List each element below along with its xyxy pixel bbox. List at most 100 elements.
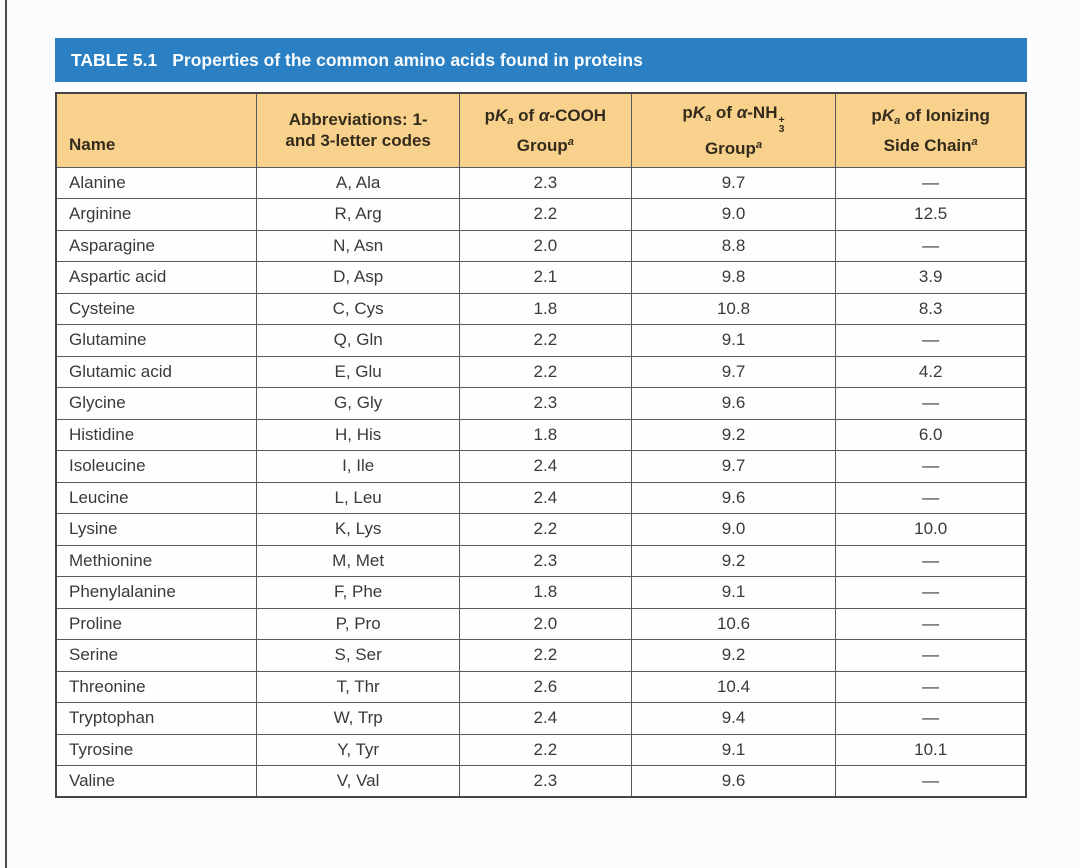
pka-cooh-value: 2.0 — [459, 607, 632, 640]
pka-sidechain-value: 10.1 — [835, 733, 1027, 766]
amino-acid-name: Arginine — [55, 198, 258, 231]
amino-acid-codes: K, Lys — [256, 513, 460, 546]
amino-acid-name: Cysteine — [55, 292, 258, 325]
amino-acid-codes: Q, Gln — [256, 324, 460, 357]
column-header-abbreviations: Abbreviations: 1- and 3-letter codes — [256, 92, 460, 168]
table-row: Phenylalanine F, Phe 1.8 9.1 — — [55, 576, 1027, 609]
pka-nh3-value: 9.6 — [630, 481, 837, 514]
pka-cooh-value: 2.2 — [459, 639, 632, 672]
amino-acid-name: Glycine — [55, 387, 258, 420]
pka-cooh-value: 2.4 — [459, 450, 632, 483]
amino-acid-name: Tyrosine — [55, 733, 258, 766]
pka-nh3-value: 9.7 — [630, 166, 837, 199]
amino-acid-name: Phenylalanine — [55, 576, 258, 609]
pka-sub-a: a — [894, 114, 901, 127]
column-header-pka-nh3: pKa of α-NH +3 Groupa — [630, 92, 837, 168]
amino-acid-codes: P, Pro — [256, 607, 460, 640]
header-pka-nh3-line2: Groupa — [636, 135, 832, 159]
table-row: Isoleucine I, Ile 2.4 9.7 — — [55, 450, 1027, 483]
amino-acid-codes: G, Gly — [256, 387, 460, 420]
pka-cooh-value: 2.3 — [459, 387, 632, 420]
pka-of: of — [711, 102, 737, 122]
pka-cooh-value: 2.2 — [459, 324, 632, 357]
plus-superscript: + — [778, 113, 785, 126]
table-row: Tryptophan W, Trp 2.4 9.4 — — [55, 702, 1027, 735]
pka-nh3-value: 9.0 — [630, 198, 837, 231]
pka-cooh-value: 1.8 — [459, 576, 632, 609]
amino-acid-codes: V, Val — [256, 765, 460, 798]
pka-sidechain-value: — — [835, 670, 1027, 703]
amino-acid-codes: Y, Tyr — [256, 733, 460, 766]
table-row: Glycine G, Gly 2.3 9.6 — — [55, 387, 1027, 420]
table-title-bar: TABLE 5.1 Properties of the common amino… — [55, 38, 1027, 82]
amino-acid-name: Asparagine — [55, 229, 258, 262]
side-chain-word: Side Chain — [883, 135, 972, 155]
pka-sidechain-value: — — [835, 324, 1027, 357]
amino-acid-name: Glutamine — [55, 324, 258, 357]
footnote-marker: a — [567, 135, 574, 148]
nh3-charge-stack: +3 — [778, 113, 785, 136]
table-body: Alanine A, Ala 2.3 9.7 — Arginine R, Arg… — [55, 166, 1027, 798]
header-row: Name Abbreviations: 1- and 3-letter code… — [55, 92, 1027, 168]
group-word: Group — [704, 138, 756, 158]
amino-acid-name: Aspartic acid — [55, 261, 258, 294]
amino-acid-table: Name Abbreviations: 1- and 3-letter code… — [55, 92, 1027, 798]
cooh-group-formula: -COOH — [549, 105, 607, 125]
pka-p: p — [682, 102, 693, 122]
pka-cooh-value: 2.2 — [459, 198, 632, 231]
table-row: Cysteine C, Cys 1.8 10.8 8.3 — [55, 292, 1027, 325]
pka-cooh-value: 2.1 — [459, 261, 632, 294]
table-row: Lysine K, Lys 2.2 9.0 10.0 — [55, 513, 1027, 546]
pka-cooh-value: 1.8 — [459, 418, 632, 451]
pka-nh3-value: 9.6 — [630, 387, 837, 420]
table-row: Histidine H, His 1.8 9.2 6.0 — [55, 418, 1027, 451]
pka-nh3-value: 9.2 — [630, 418, 837, 451]
amino-acid-codes: F, Phe — [256, 576, 460, 609]
three-subscript: 3 — [778, 123, 785, 136]
pka-nh3-value: 9.2 — [630, 639, 837, 672]
pka-sidechain-value: 10.0 — [835, 513, 1027, 546]
pka-nh3-value: 9.0 — [630, 513, 837, 546]
pka-cooh-value: 2.4 — [459, 702, 632, 735]
pka-sidechain-value: — — [835, 639, 1027, 672]
table-header: Name Abbreviations: 1- and 3-letter code… — [55, 92, 1027, 168]
pka-sub-a: a — [705, 111, 712, 124]
amino-acid-codes: I, Ile — [256, 450, 460, 483]
pka-k: K — [881, 105, 895, 125]
table-title-text: Properties of the common amino acids fou… — [172, 49, 643, 70]
pka-nh3-value: 9.2 — [630, 544, 837, 577]
header-pka-side-line1: pKa of Ionizing — [840, 105, 1021, 132]
table-row: Glutamine Q, Gln 2.2 9.1 — — [55, 324, 1027, 357]
table-row: Tyrosine Y, Tyr 2.2 9.1 10.1 — [55, 733, 1027, 766]
table-row: Valine V, Val 2.3 9.6 — — [55, 765, 1027, 798]
pka-cooh-value: 2.0 — [459, 229, 632, 262]
pka-nh3-value: 8.8 — [630, 229, 837, 262]
pka-cooh-value: 1.8 — [459, 292, 632, 325]
pka-cooh-value: 2.3 — [459, 166, 632, 199]
page-edge-rule — [5, 0, 7, 868]
footnote-marker: a — [755, 138, 763, 151]
pka-sub-a: a — [507, 114, 514, 127]
amino-acid-codes: S, Ser — [256, 639, 460, 672]
pka-sidechain-value: 12.5 — [835, 198, 1027, 231]
table-row: Asparagine N, Asn 2.0 8.8 — — [55, 229, 1027, 262]
pka-nh3-value: 9.1 — [630, 733, 837, 766]
pka-nh3-value: 9.7 — [630, 450, 837, 483]
amino-acid-name: Isoleucine — [55, 450, 258, 483]
amino-acid-codes: R, Arg — [256, 198, 460, 231]
amino-acid-name: Methionine — [55, 544, 258, 577]
pka-nh3-value: 10.8 — [630, 292, 837, 325]
pka-nh3-value: 10.4 — [630, 670, 837, 703]
group-word: Group — [516, 135, 568, 155]
amino-acid-codes: N, Asn — [256, 229, 460, 262]
column-header-pka-cooh: pKa of α-COOH Groupa — [459, 92, 632, 168]
column-header-pka-sidechain: pKa of Ionizing Side Chain a — [835, 92, 1027, 168]
header-abbrev-line1: Abbreviations: 1- — [288, 110, 428, 130]
amino-acid-name: Valine — [55, 765, 258, 798]
pka-nh3-value: 9.4 — [630, 702, 837, 735]
pka-nh3-value: 9.6 — [630, 765, 837, 798]
table-row: Glutamic acid E, Glu 2.2 9.7 4.2 — [55, 355, 1027, 388]
header-pka-cooh-line2: Groupa — [464, 132, 627, 156]
amino-acid-name: Serine — [55, 639, 258, 672]
table-row: Arginine R, Arg 2.2 9.0 12.5 — [55, 198, 1027, 231]
